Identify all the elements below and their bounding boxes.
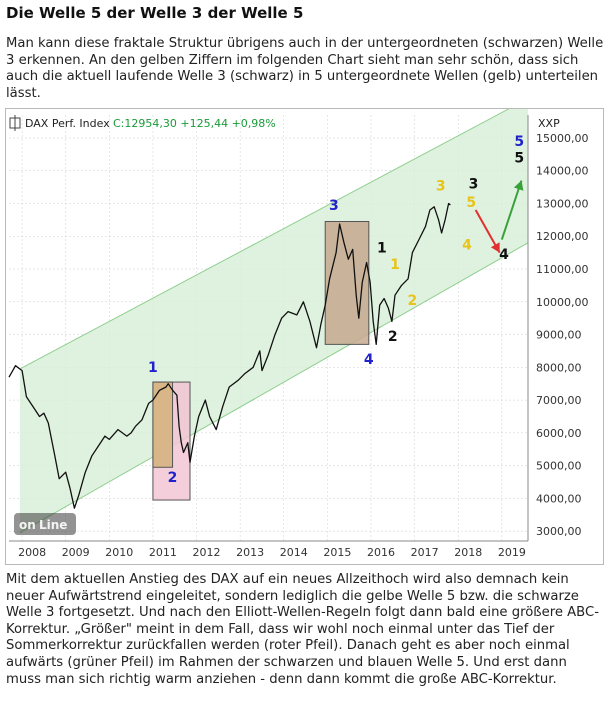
correction-box xyxy=(324,221,370,345)
chart-quote: C:12954,30 +125,44 +0,98% xyxy=(113,117,276,130)
wave-label: 1 xyxy=(148,360,158,376)
axis-code: XXP xyxy=(538,117,560,130)
x-tick-label: 2008 xyxy=(18,546,46,559)
wave-label: 2 xyxy=(408,293,418,309)
price-series xyxy=(8,202,451,509)
chart-title: DAX Perf. Index xyxy=(25,117,110,130)
wave-label: 1 xyxy=(377,241,387,257)
x-tick-label: 2018 xyxy=(454,546,482,559)
forecast-arrow-line xyxy=(500,180,523,240)
x-tick-label: 2019 xyxy=(498,546,526,559)
x-tick-label: 2017 xyxy=(411,546,439,559)
x-tick-label: 2012 xyxy=(193,546,221,559)
x-tick-label: 2016 xyxy=(367,546,395,559)
x-tick-label: 2013 xyxy=(236,546,264,559)
y-tick-label: 4000,00 xyxy=(536,492,582,505)
wave-label: 4 xyxy=(499,247,509,263)
x-tick-label: 2014 xyxy=(280,546,308,559)
channel-upper-line xyxy=(19,109,510,370)
chart-svg: 1 2 3 4 5 1 2 3 4 5 1 2 3 4 5 3000,00 4000,00 5000,00 600… xyxy=(8,109,589,559)
correction-box xyxy=(152,381,174,468)
y-tick-label: 10000,00 xyxy=(536,296,589,309)
wave-label: 2 xyxy=(168,470,178,486)
wave-label: 1 xyxy=(390,257,400,273)
y-tick-label: 8000,00 xyxy=(536,361,582,374)
x-tick-label: 2015 xyxy=(323,546,351,559)
x-tick-label: 2010 xyxy=(105,546,133,559)
forecast-arrow-head xyxy=(490,242,500,253)
chart-header: DAX Perf. Index C:12954,30 +125,44 +0,98… xyxy=(9,115,560,131)
y-tick-label: 5000,00 xyxy=(536,460,582,473)
correction-boxes xyxy=(152,221,370,501)
channel-fill xyxy=(19,109,528,533)
forecast-arrow-head xyxy=(513,180,524,191)
wave-label: 5 xyxy=(514,151,524,167)
svg-text:on: on xyxy=(19,518,36,532)
wave-label: 4 xyxy=(364,352,374,368)
y-tick-label: 9000,00 xyxy=(536,329,582,342)
wave-labels: 1 2 3 4 5 1 2 3 4 5 1 2 3 4 5 xyxy=(148,134,524,486)
x-tick-label: 2009 xyxy=(62,546,90,559)
x-tick-label: 2011 xyxy=(149,546,177,559)
svg-text:Line: Line xyxy=(39,518,67,532)
y-tick-label: 3000,00 xyxy=(536,525,582,538)
wave-label: 2 xyxy=(388,329,398,345)
wave-label: 4 xyxy=(462,237,472,253)
y-tick-label: 6000,00 xyxy=(536,427,582,440)
online-logo: on Line xyxy=(14,513,76,535)
price-line xyxy=(8,202,451,509)
channel-lower-line xyxy=(19,242,529,534)
y-tick-label: 7000,00 xyxy=(536,394,582,407)
trend-channel xyxy=(19,109,529,534)
y-tick-label: 11000,00 xyxy=(536,263,589,276)
y-tick-label: 15000,00 xyxy=(536,132,589,145)
axes: 3000,00 4000,00 5000,00 6000,00 7000,00 8000,… xyxy=(9,115,589,559)
dax-chart: 1 2 3 4 5 1 2 3 4 5 1 2 3 4 5 3000,00 4000,00 5000,00 600… xyxy=(5,108,604,565)
y-tick-label: 14000,00 xyxy=(536,165,589,178)
y-tick-label: 13000,00 xyxy=(536,197,589,210)
article-title: Die Welle 5 der Welle 3 der Welle 5 xyxy=(6,4,304,22)
wave-label: 3 xyxy=(436,178,446,194)
wave-label: 3 xyxy=(469,177,479,193)
wave-label: 5 xyxy=(514,134,524,150)
wave-label: 3 xyxy=(329,198,339,214)
conclusion-paragraph: Mit dem aktuellen Anstieg des DAX auf ei… xyxy=(6,572,599,687)
forecast-arrows xyxy=(474,180,524,254)
wave-label: 5 xyxy=(466,195,476,211)
y-tick-label: 12000,00 xyxy=(536,230,589,243)
intro-paragraph: Man kann diese fraktale Struktur übrigen… xyxy=(6,36,604,101)
